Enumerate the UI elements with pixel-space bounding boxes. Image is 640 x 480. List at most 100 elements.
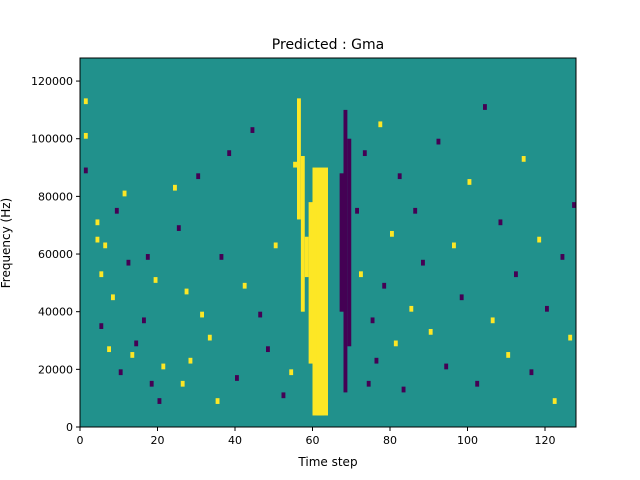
- heatmap-cell: [95, 236, 100, 243]
- heatmap-cell: [173, 184, 177, 191]
- heatmap-cell: [421, 259, 425, 266]
- heatmap-feature-block: [300, 156, 305, 312]
- heatmap-cell: [235, 375, 239, 381]
- heatmap-cell: [122, 190, 127, 197]
- heatmap-cell: [130, 352, 135, 358]
- heatmap-cell: [258, 311, 263, 318]
- heatmap-cell: [382, 282, 387, 289]
- y-tick-label: 60000: [38, 248, 73, 261]
- y-tick-label: 100000: [31, 133, 73, 146]
- heatmap-cell: [219, 254, 224, 260]
- x-tick-label: 60: [306, 434, 320, 447]
- heatmap-cell: [514, 271, 518, 278]
- x-tick-label: 40: [228, 434, 242, 447]
- y-tick-label: 40000: [38, 306, 73, 319]
- x-axis-ticks: 0 20 40 60 80 100 120: [77, 427, 556, 447]
- heatmap-cell: [428, 328, 433, 335]
- heatmap-cell: [560, 254, 565, 260]
- y-tick-label: 0: [66, 421, 73, 434]
- x-tick-label: 80: [383, 434, 397, 447]
- heatmap-cell: [552, 398, 557, 404]
- heatmap-cell: [250, 127, 255, 133]
- heatmap-cell: [99, 323, 104, 329]
- chart-title: Predicted : Gma: [272, 37, 384, 53]
- heatmap-cell: [196, 173, 201, 180]
- y-tick-label: 80000: [38, 190, 73, 203]
- heatmap-cell: [545, 305, 549, 312]
- heatmap-cell: [359, 271, 363, 278]
- heatmap-cell: [529, 369, 534, 376]
- x-tick-label: 120: [535, 434, 556, 447]
- heatmap-cell: [118, 369, 123, 376]
- heatmap-cell: [521, 156, 526, 162]
- heatmap-cell: [289, 369, 294, 376]
- heatmap-cell: [413, 207, 418, 214]
- plot-frame: [79, 57, 577, 428]
- heatmap-cell: [498, 219, 503, 226]
- plot-area: [79, 57, 577, 428]
- heatmap-cell: [188, 357, 193, 364]
- heatmap-cell: [568, 334, 573, 341]
- heatmap-cell: [180, 380, 185, 387]
- heatmap-cell: [483, 104, 487, 110]
- x-tick-label: 100: [457, 434, 478, 447]
- heatmap-cell: [83, 98, 88, 105]
- y-axis-label: Frequency (Hz): [0, 198, 13, 289]
- heatmap-cell: [444, 363, 449, 370]
- heatmap-cell: [572, 202, 576, 208]
- y-tick-label: 120000: [31, 75, 73, 88]
- heatmap-cell: [126, 259, 131, 266]
- heatmap-cell: [149, 380, 154, 387]
- heatmap-cell: [506, 352, 511, 358]
- heatmap-cell: [242, 282, 247, 289]
- heatmap-cell: [157, 398, 162, 404]
- x-axis-label: Time step: [297, 455, 357, 469]
- heatmap-cell: [475, 380, 480, 387]
- heatmap-cell: [99, 271, 104, 278]
- heatmap-cell: [200, 311, 204, 318]
- heatmap-cell: [378, 121, 383, 128]
- heatmap-feature-block: [347, 138, 352, 347]
- heatmap-cell: [83, 167, 88, 174]
- heatmap-cell: [409, 305, 414, 312]
- heatmap-cell: [390, 230, 394, 237]
- heatmap-cell: [452, 242, 456, 249]
- heatmap-cell: [111, 294, 115, 301]
- heatmap-cell: [362, 150, 367, 157]
- heatmap-cell: [207, 334, 212, 341]
- heatmap-cell: [161, 363, 166, 370]
- heatmap-cell: [184, 288, 189, 295]
- heatmap-cell: [370, 317, 375, 324]
- heatmap-feature-block: [339, 173, 344, 312]
- heatmap-cell: [95, 219, 100, 226]
- y-tick-label: 20000: [38, 363, 73, 376]
- heatmap-cell: [83, 132, 88, 139]
- heatmap-cell: [176, 225, 181, 231]
- heatmap-cell: [273, 242, 278, 249]
- heatmap-cell: [293, 161, 297, 168]
- heatmap-cell: [459, 294, 464, 301]
- heatmap-cell: [103, 242, 108, 249]
- heatmap-cell: [374, 357, 379, 364]
- heatmap-feature-block: [343, 109, 348, 393]
- x-tick-label: 20: [151, 434, 165, 447]
- heatmap-cell: [537, 236, 542, 243]
- heatmap-feature-block: [297, 98, 301, 220]
- heatmap-cell: [114, 207, 119, 214]
- heatmap-cell: [401, 386, 406, 393]
- heatmap-cell: [490, 317, 495, 324]
- heatmap-cell: [215, 398, 220, 404]
- y-axis-ticks: 0 20000 40000 60000 80000 100000 120000: [31, 75, 80, 434]
- heatmap-cell: [393, 340, 398, 347]
- heatmap-cell: [153, 277, 158, 283]
- x-tick-label: 0: [77, 434, 84, 447]
- heatmap-cell: [366, 380, 371, 387]
- heatmap-cell: [397, 173, 402, 180]
- heatmap-cell: [266, 346, 270, 353]
- heatmap-cell: [145, 254, 150, 260]
- heatmap-cell: [227, 150, 232, 157]
- heatmap-cell: [281, 392, 286, 399]
- heatmap-cell: [142, 317, 146, 324]
- heatmap-cell: [436, 138, 441, 145]
